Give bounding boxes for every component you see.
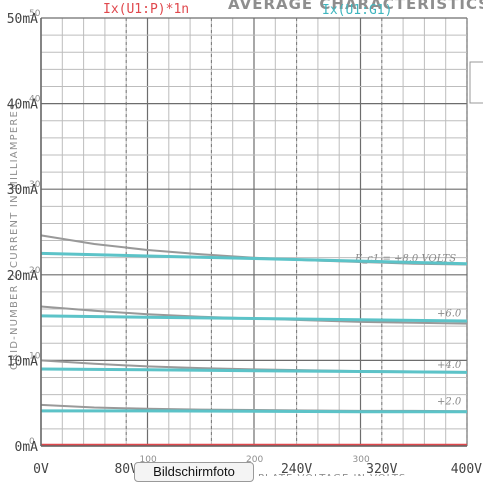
background-x-tick: 100 xyxy=(140,455,157,465)
background-y-tick: 40 xyxy=(29,95,41,105)
curve-label: E_c1 = +8.0 VOLTS xyxy=(354,254,456,265)
background-xlabel: PLATE VOLTAGE IN VOLTS xyxy=(258,473,406,476)
curve-label: +4.0 xyxy=(437,360,462,371)
background-y-tick: 20 xyxy=(29,266,41,276)
x-tick-label: 400V xyxy=(451,462,482,476)
series-line xyxy=(40,367,468,374)
y-tick-label: 40mA xyxy=(7,98,38,113)
curve-label: +6.0 xyxy=(437,308,462,319)
edge-box xyxy=(469,61,483,104)
x-tick-label: 80V xyxy=(114,462,138,476)
grid xyxy=(40,17,468,447)
background-y-tick: 0 xyxy=(29,437,35,447)
x-tick-label: 320V xyxy=(366,462,397,476)
series-group xyxy=(40,251,468,446)
y-tick-label: 30mA xyxy=(7,183,38,198)
y-tick-label: 10mA xyxy=(7,354,38,369)
series-title: Ix(U1:G1) xyxy=(322,3,392,18)
y-tick-label: 0mA xyxy=(15,440,39,455)
axes xyxy=(40,18,467,447)
background-y-tick: 50 xyxy=(29,9,41,19)
background-y-tick: 30 xyxy=(29,180,41,190)
background-x-tick: 200 xyxy=(246,455,263,465)
series-title: Ix(U1:P)*1n xyxy=(103,2,189,17)
series-line xyxy=(41,409,467,414)
x-tick-label: 240V xyxy=(281,462,312,476)
series-line xyxy=(40,314,468,323)
background-ylabel: GRID-NUMBER 2 CURRENT IN MILLIAMPERES xyxy=(9,102,20,370)
y-tick-label: 20mA xyxy=(7,269,38,284)
overlay-badge[interactable]: Bildschirmfoto xyxy=(134,462,254,482)
background-y-tick: 10 xyxy=(29,351,41,361)
x-tick-label: 0V xyxy=(33,462,49,476)
background-title: AVERAGE CHARACTERISTICS xyxy=(228,0,483,13)
background-decor: AVERAGE CHARACTERISTICS GRID-NUMBER 2 CUR… xyxy=(9,0,483,476)
series-line xyxy=(40,251,468,266)
background-x-tick: 300 xyxy=(353,455,370,465)
curve-label: +2.0 xyxy=(437,397,462,408)
y-tick-label: 50mA xyxy=(7,12,38,27)
